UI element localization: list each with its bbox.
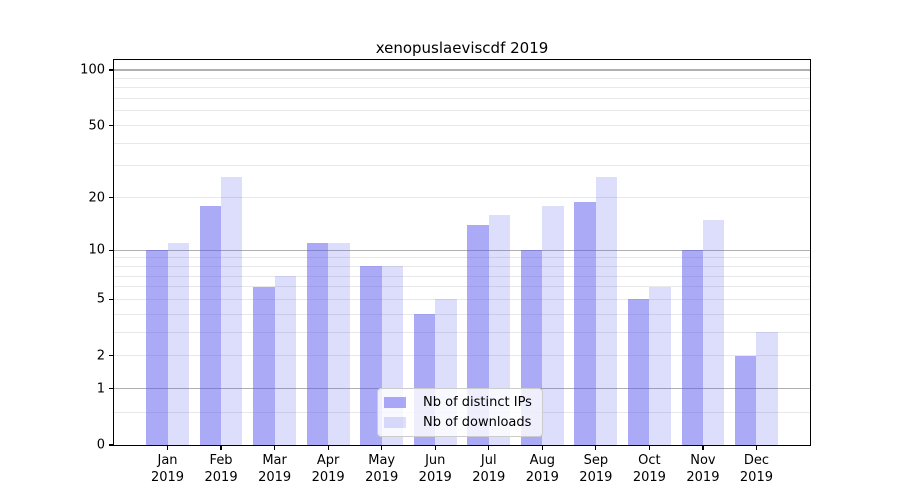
- gridline-minor: [114, 77, 810, 79]
- gridline-minor: [114, 275, 810, 277]
- bar-jan-downloads: [167, 243, 189, 445]
- x-tick-label: Feb 2019: [204, 453, 238, 485]
- gridline-minor: [114, 265, 810, 267]
- x-tick-label: Oct 2019: [632, 453, 666, 485]
- y-tick-label: 1: [96, 381, 105, 397]
- bar-feb-downloads: [221, 177, 243, 445]
- legend-swatch-downloads: [384, 416, 406, 428]
- y-tick-label: 2: [96, 348, 105, 364]
- x-tick-mark: [595, 445, 597, 450]
- y-tick-mark: [109, 249, 114, 251]
- bar-may-distinct-ips: [360, 266, 382, 445]
- gridline-major: [114, 249, 810, 251]
- y-tick-mark: [109, 69, 114, 71]
- bar-mar-distinct-ips: [253, 286, 275, 445]
- gridline-minor: [114, 257, 810, 259]
- y-tick-mark: [109, 355, 114, 357]
- x-tick-label: Aug 2019: [525, 453, 559, 485]
- x-tick-mark: [541, 445, 543, 450]
- legend-item-downloads: Nb of downloads: [384, 415, 534, 430]
- bar-apr-distinct-ips: [306, 243, 329, 445]
- x-tick-label: Jan 2019: [150, 453, 185, 485]
- x-tick-label: Jul 2019: [472, 453, 506, 485]
- y-tick-label: 0: [96, 437, 105, 453]
- x-tick-label: Nov 2019: [686, 453, 720, 485]
- legend-label-distinct-ips: Nb of distinct IPs: [423, 395, 532, 411]
- bar-oct-distinct-ips: [627, 299, 650, 445]
- bar-jul-downloads: [488, 214, 511, 445]
- y-tick-label: 10: [88, 242, 105, 258]
- gridline-minor: [114, 298, 810, 300]
- y-tick-label: 50: [88, 118, 105, 133]
- x-tick-label: May 2019: [365, 453, 399, 485]
- gridline-minor: [114, 286, 810, 288]
- legend: Nb of distinct IPs Nb of downloads: [377, 388, 543, 437]
- plot-area: Nb of distinct IPs Nb of downloads: [114, 60, 810, 445]
- gridline-minor: [114, 165, 810, 167]
- x-tick-mark: [166, 445, 169, 450]
- bar-mar-downloads: [274, 276, 297, 445]
- bar-oct-downloads: [649, 286, 671, 445]
- x-tick-label: Dec 2019: [739, 453, 773, 485]
- y-tick-label: 20: [88, 190, 105, 206]
- bar-dec-downloads: [756, 332, 778, 445]
- bar-aug-downloads: [542, 205, 564, 445]
- x-tick-label: Sep 2019: [579, 453, 613, 485]
- y-tick-mark: [109, 197, 114, 199]
- gridline-minor: [114, 331, 810, 333]
- x-tick-mark: [702, 445, 704, 450]
- x-tick-label: Mar 2019: [258, 453, 292, 485]
- bar-apr-downloads: [328, 243, 350, 445]
- bar-dec-distinct-ips: [735, 355, 757, 445]
- bar-nov-distinct-ips: [681, 250, 703, 445]
- gridline-minor: [114, 98, 810, 100]
- x-tick-mark: [648, 445, 650, 450]
- chart-title: xenopuslaeviscdf 2019: [375, 39, 549, 57]
- gridline-minor: [114, 142, 810, 144]
- y-tick-label: 5: [96, 291, 105, 307]
- y-tick-mark: [109, 388, 114, 390]
- legend-label-downloads: Nb of downloads: [423, 414, 532, 430]
- bar-nov-downloads: [702, 219, 725, 445]
- bar-sep-distinct-ips: [574, 201, 596, 445]
- y-tick-label: 100: [80, 62, 105, 78]
- x-tick-mark: [381, 445, 383, 450]
- x-tick-mark: [327, 445, 329, 450]
- bar-jan-distinct-ips: [146, 250, 168, 445]
- legend-swatch-distinct-ips: [384, 397, 406, 409]
- x-tick-label: Apr 2019: [311, 453, 345, 485]
- y-tick-mark: [109, 444, 114, 446]
- y-tick-mark: [109, 124, 114, 127]
- gridline-minor: [114, 355, 810, 357]
- gridline-minor: [114, 197, 810, 199]
- x-tick-mark: [755, 445, 758, 450]
- gridline-minor: [114, 87, 810, 89]
- x-tick-mark: [274, 445, 276, 450]
- gridline-major: [114, 69, 810, 71]
- bar-feb-distinct-ips: [199, 205, 222, 445]
- gridline-minor: [114, 110, 810, 112]
- x-tick-mark: [434, 445, 436, 450]
- bar-sep-downloads: [595, 177, 618, 445]
- x-tick-label: Jun 2019: [418, 453, 452, 485]
- gridline-minor: [114, 125, 810, 126]
- gridline-minor: [114, 313, 810, 315]
- x-tick-mark: [488, 445, 490, 450]
- legend-item-distinct-ips: Nb of distinct IPs: [384, 395, 534, 410]
- y-tick-mark: [109, 298, 114, 300]
- x-tick-mark: [220, 445, 222, 450]
